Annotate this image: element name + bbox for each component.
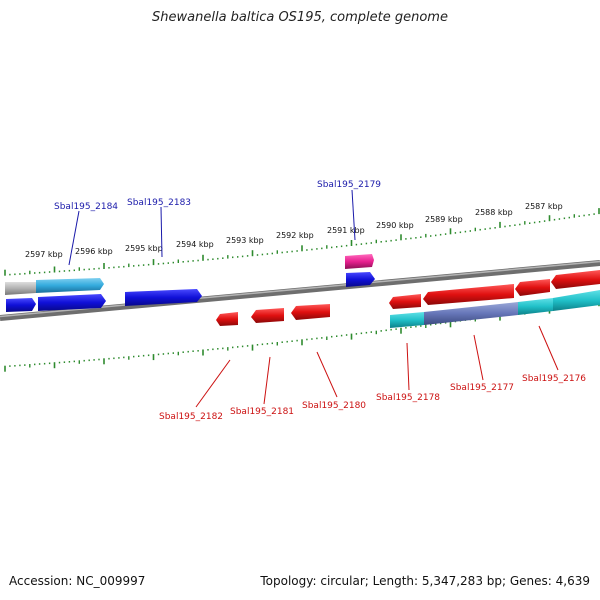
map-title: Shewanella baltica OS195, complete genom… <box>152 10 448 25</box>
scale-label: 2592 kbp <box>276 231 314 240</box>
forward-gene[interactable] <box>346 272 375 287</box>
label-leader <box>68 210 80 266</box>
scale-label: 2588 kbp <box>475 208 513 217</box>
reverse-gene-labels: Sbal195_2182 Sbal195_2181 Sbal195_2180 S… <box>159 325 586 422</box>
cds-feature[interactable] <box>36 278 104 293</box>
scale-label: 2594 kbp <box>176 240 214 249</box>
label-leader <box>195 359 231 408</box>
label-leader <box>538 325 559 371</box>
cds-feature[interactable] <box>390 312 424 328</box>
gene-label-reverse[interactable]: Sbal195_2181 <box>230 407 294 417</box>
cds-feature[interactable] <box>553 290 600 311</box>
gene-label-forward[interactable]: Sbal195_2183 <box>127 198 191 208</box>
label-leader <box>406 342 410 391</box>
forward-gene[interactable] <box>6 298 36 312</box>
reverse-gene[interactable] <box>389 294 421 309</box>
forward-gene[interactable] <box>38 294 106 311</box>
label-leader <box>160 206 163 258</box>
gene-label-reverse[interactable]: Sbal195_2182 <box>159 412 223 422</box>
genome-backbone <box>0 260 600 321</box>
scale-label: 2590 kbp <box>376 221 414 230</box>
reverse-gene[interactable] <box>515 279 550 296</box>
gene-label-forward[interactable]: Sbal195_2184 <box>54 202 118 212</box>
scale-label: 2593 kbp <box>226 236 264 245</box>
reverse-gene[interactable] <box>551 270 600 289</box>
pseudo-feature[interactable] <box>5 282 36 295</box>
forward-strand-features <box>5 254 375 312</box>
forward-gene-labels: Sbal195_2184 Sbal195_2183 Sbal195_2179 <box>54 180 381 266</box>
gene-label-reverse[interactable]: Sbal195_2177 <box>450 383 514 393</box>
accession-text: Accession: NC_009997 <box>9 574 146 588</box>
scale-label: 2589 kbp <box>425 215 463 224</box>
cds-feature[interactable] <box>424 302 518 325</box>
gene-label-forward[interactable]: Sbal195_2179 <box>317 180 381 190</box>
reverse-gene[interactable] <box>216 312 238 326</box>
gene-label-reverse[interactable]: Sbal195_2176 <box>522 374 586 384</box>
scale-ticks-outer <box>4 208 600 276</box>
genome-summary-text: Topology: circular; Length: 5,347,283 bp… <box>260 574 590 588</box>
scale-label: 2597 kbp <box>25 250 63 259</box>
label-leader <box>473 334 484 381</box>
reverse-strand-features <box>216 270 600 328</box>
label-leader <box>351 189 356 241</box>
cds-feature[interactable] <box>518 298 553 315</box>
label-leader <box>263 356 271 405</box>
forward-gene[interactable] <box>125 289 202 306</box>
gene-label-reverse[interactable]: Sbal195_2180 <box>302 401 366 411</box>
rna-feature[interactable] <box>345 254 374 269</box>
scale-label: 2587 kbp <box>525 202 563 211</box>
scale-label: 2596 kbp <box>75 247 113 256</box>
label-leader <box>316 351 338 398</box>
reverse-gene[interactable] <box>251 308 284 323</box>
scale-label: 2591 kbp <box>327 226 365 235</box>
reverse-gene[interactable] <box>423 284 514 305</box>
gene-label-reverse[interactable]: Sbal195_2178 <box>376 393 440 403</box>
reverse-gene[interactable] <box>291 304 330 320</box>
scale-label: 2595 kbp <box>125 244 163 253</box>
scale-labels: 2597 kbp 2596 kbp 2595 kbp 2594 kbp 2593… <box>25 202 563 259</box>
